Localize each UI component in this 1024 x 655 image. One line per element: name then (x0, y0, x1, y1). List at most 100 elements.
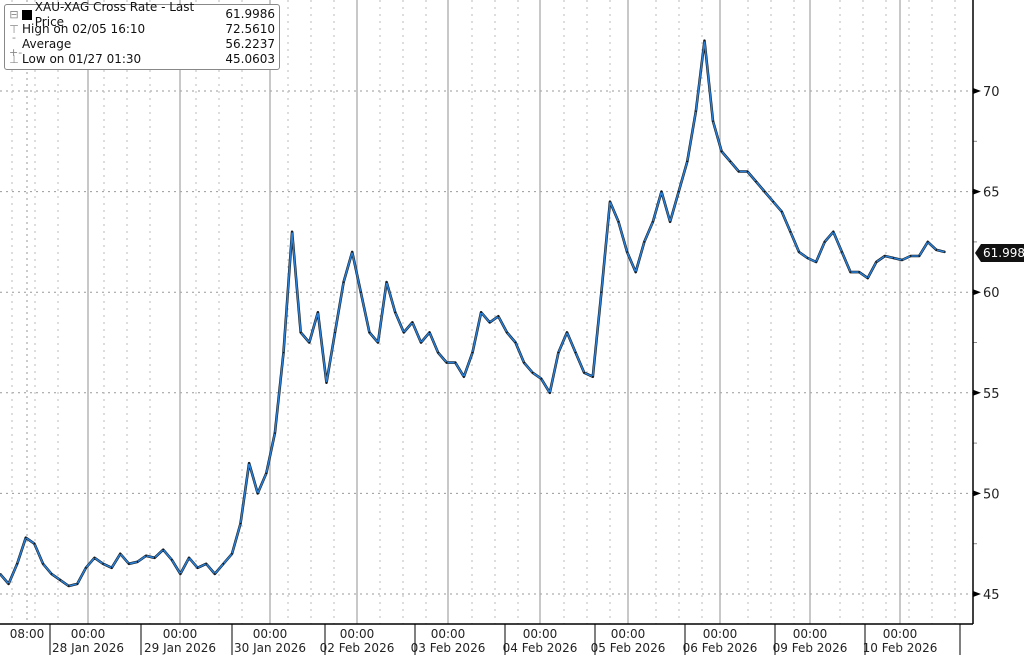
data-point (325, 381, 328, 384)
data-point (239, 522, 242, 525)
x-tick-label: 00:00 (793, 627, 828, 641)
x-tick-label: 00:00 (431, 627, 466, 641)
high-icon: ⊤ (9, 23, 19, 36)
legend-high: 72.5610 (225, 22, 275, 36)
x-tick-label: 00:00 (253, 627, 288, 641)
data-point (222, 563, 225, 565)
data-point (402, 331, 405, 334)
data-point (626, 251, 628, 253)
data-point (282, 351, 285, 354)
x-tick-label: 00:00 (71, 627, 106, 641)
data-point (488, 321, 491, 324)
data-point (789, 231, 792, 233)
data-point (16, 563, 18, 565)
data-point (76, 583, 79, 585)
x-tick-label: 08:00 (10, 627, 45, 641)
data-point (256, 492, 259, 495)
data-point (437, 351, 439, 354)
data-point (901, 259, 903, 261)
data-point (695, 110, 697, 112)
data-point (540, 377, 543, 380)
data-point (720, 150, 723, 153)
data-point (454, 361, 457, 364)
y-tick-label: 55 (983, 387, 1000, 402)
data-point (7, 583, 10, 585)
data-point (557, 351, 560, 354)
y-tick (973, 389, 981, 396)
y-tick (973, 88, 981, 94)
legend-avg: 56.2237 (225, 37, 275, 51)
data-point (660, 190, 663, 193)
data-point (738, 170, 740, 173)
y-tick-label: 65 (983, 186, 1000, 201)
x-tick-label: 00:00 (523, 627, 558, 641)
data-point (162, 548, 165, 551)
legend-avg-label: Average (22, 37, 72, 51)
data-point (514, 341, 517, 344)
data-point (428, 331, 431, 334)
data-point (703, 39, 706, 42)
data-point (918, 255, 921, 257)
data-point (583, 371, 585, 374)
data-point (935, 249, 938, 251)
data-point (360, 291, 362, 294)
legend-title: XAU-XAG Cross Rate - Last Price (34, 0, 195, 29)
data-point (317, 311, 319, 314)
data-point (351, 251, 354, 253)
data-point (463, 375, 465, 378)
data-point (617, 220, 620, 223)
chart-legend: ⊟ XAU-XAG Cross Rate - Last Price 61.9986 … (4, 0, 280, 70)
data-point (832, 231, 835, 233)
data-point (248, 462, 250, 465)
y-tick (973, 289, 981, 296)
data-point (128, 563, 130, 565)
data-point (59, 579, 61, 581)
data-point (806, 257, 809, 259)
data-point (385, 281, 388, 283)
x-tick-date: 28 Jan 2026 (52, 641, 124, 655)
data-point (909, 255, 912, 257)
data-point (763, 190, 766, 193)
data-point (497, 315, 500, 318)
data-point (944, 251, 946, 253)
data-point (531, 371, 534, 374)
y-tick (973, 490, 981, 497)
data-point (291, 231, 293, 233)
x-tick-date: 09 Feb 2026 (773, 641, 848, 655)
x-tick-date: 29 Jan 2026 (144, 641, 216, 655)
legend-low: 45.0603 (225, 52, 275, 66)
data-point (643, 241, 646, 243)
data-point (591, 375, 594, 378)
x-tick-date: 03 Feb 2026 (411, 641, 486, 655)
data-point (377, 341, 379, 344)
y-tick-label: 45 (983, 588, 1000, 603)
average-icon: -+- (9, 30, 23, 59)
collapse-icon[interactable]: ⊟ (9, 8, 19, 21)
data-point (171, 558, 173, 561)
data-point (342, 281, 345, 283)
data-point (746, 170, 749, 173)
data-point (574, 351, 577, 354)
data-point (119, 552, 122, 555)
y-tick (973, 591, 981, 597)
x-tick-label: 00:00 (883, 627, 918, 641)
data-point (609, 200, 611, 203)
data-point (652, 220, 654, 223)
data-point (634, 271, 637, 273)
plot-lines (0, 39, 946, 588)
data-point (772, 200, 774, 203)
data-point (927, 241, 929, 243)
x-tick-date: 05 Feb 2026 (591, 641, 666, 655)
data-point (274, 432, 276, 434)
x-tick-label: 00:00 (703, 627, 738, 641)
data-point (549, 392, 551, 394)
data-point (712, 120, 714, 122)
data-point (42, 563, 44, 565)
data-point (67, 585, 70, 587)
x-tick-date: 04 Feb 2026 (503, 641, 578, 655)
data-point (93, 556, 96, 559)
data-point (213, 573, 216, 575)
y-tick-label: 50 (983, 487, 1000, 502)
data-point (102, 563, 104, 565)
